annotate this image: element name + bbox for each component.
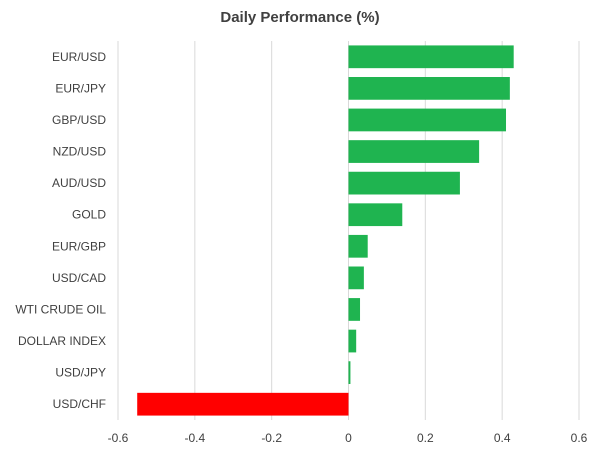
category-label: NZD/USD bbox=[53, 145, 107, 159]
bar bbox=[348, 108, 507, 132]
category-label: EUR/USD bbox=[52, 50, 106, 64]
x-tick-label: -0.2 bbox=[261, 431, 282, 445]
category-label: USD/CAD bbox=[52, 271, 106, 285]
bar bbox=[348, 171, 460, 195]
category-label: GBP/USD bbox=[52, 113, 106, 127]
category-label: EUR/JPY bbox=[55, 81, 106, 95]
x-tick-label: 0.2 bbox=[417, 431, 434, 445]
category-label: GOLD bbox=[72, 208, 106, 222]
x-tick-label: -0.6 bbox=[108, 431, 129, 445]
bar bbox=[137, 392, 349, 416]
bar bbox=[348, 234, 368, 258]
category-label: AUD/USD bbox=[52, 176, 106, 190]
x-tick-label: 0 bbox=[345, 431, 352, 445]
category-label: USD/JPY bbox=[55, 366, 106, 380]
category-label: DOLLAR INDEX bbox=[18, 334, 106, 348]
bar bbox=[348, 329, 357, 353]
category-label: EUR/GBP bbox=[52, 239, 106, 253]
bar bbox=[348, 140, 480, 163]
bar bbox=[348, 77, 510, 100]
category-label: WTI CRUDE OIL bbox=[15, 302, 106, 316]
bar bbox=[348, 203, 403, 227]
bar bbox=[348, 45, 514, 69]
x-tick-label: -0.4 bbox=[184, 431, 205, 445]
bar bbox=[348, 361, 351, 384]
bar bbox=[348, 266, 364, 290]
x-tick-label: 0.4 bbox=[494, 431, 511, 445]
bar bbox=[348, 298, 361, 321]
category-label: USD/CHF bbox=[53, 397, 106, 411]
x-tick-label: 0.6 bbox=[571, 431, 588, 445]
chart-title: Daily Performance (%) bbox=[220, 9, 380, 26]
